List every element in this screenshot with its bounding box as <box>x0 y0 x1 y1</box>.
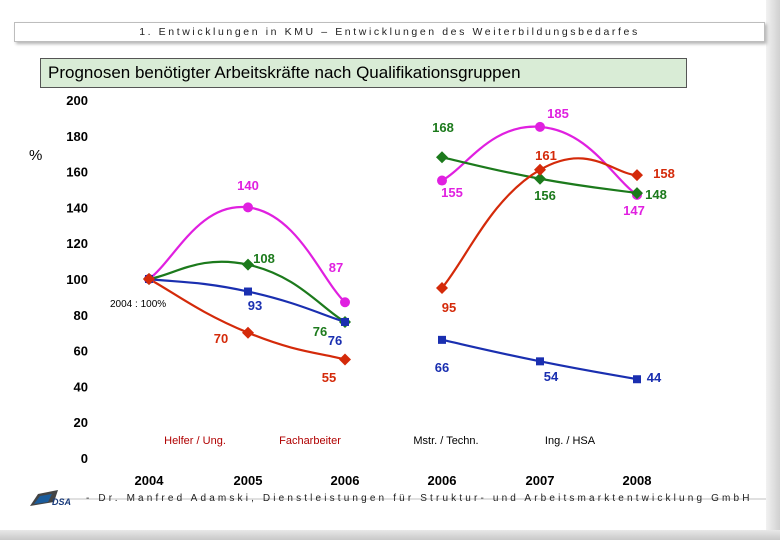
y-tick-label: 140 <box>66 200 88 215</box>
data-label-blue: 54 <box>544 369 559 384</box>
y-tick-label: 100 <box>66 272 88 287</box>
y-tick-label: 20 <box>74 415 88 430</box>
window-edge-right <box>766 0 780 540</box>
data-point-green <box>534 172 546 185</box>
data-label-magenta: 185 <box>547 106 569 121</box>
x-tick-label: 2005 <box>234 473 263 488</box>
data-point-blue <box>536 357 544 366</box>
reference-note: 2004 : 100% <box>110 299 166 310</box>
data-point-red <box>339 353 351 366</box>
y-tick-label: 180 <box>66 129 88 144</box>
svg-text:DSA: DSA <box>52 497 71 507</box>
footer-text: - Dr. Manfred Adamski, Dienstleistungen … <box>86 493 753 504</box>
data-label-blue: 44 <box>647 370 662 385</box>
y-axis-label: % <box>29 147 42 164</box>
y-tick-label: 0 <box>81 451 88 466</box>
data-label-green: 168 <box>432 120 454 135</box>
x-tick-label: 2008 <box>623 473 652 488</box>
data-label-green: 108 <box>253 251 275 266</box>
data-point-magenta <box>437 175 447 186</box>
y-tick-label: 120 <box>66 236 88 251</box>
x-tick-label: 2006 <box>331 473 360 488</box>
data-label-red: 161 <box>535 148 557 163</box>
data-point-red <box>143 273 155 285</box>
y-tick-label: 40 <box>74 379 88 394</box>
data-point-red <box>631 169 643 182</box>
x-tick-label: 2004 <box>135 473 165 488</box>
group-label: Helfer / Ung. <box>164 435 226 447</box>
data-label-magenta: 140 <box>237 178 259 193</box>
y-tick-label: 200 <box>66 93 88 108</box>
data-point-magenta <box>340 297 350 308</box>
dsa-logo-icon: DSA <box>30 490 71 507</box>
data-label-green: 156 <box>534 188 556 203</box>
data-label-red: 55 <box>322 370 336 385</box>
group-label: Ing. / HSA <box>545 435 596 447</box>
data-point-magenta <box>243 202 253 213</box>
y-tick-label: 80 <box>74 308 88 323</box>
y-tick-label: 160 <box>66 165 88 180</box>
data-label-red: 95 <box>442 300 456 315</box>
data-label-blue: 76 <box>328 333 342 348</box>
x-tick-label: 2007 <box>526 473 555 488</box>
data-label-magenta: 147 <box>623 203 645 218</box>
data-point-green <box>436 151 448 164</box>
data-label-green: 76 <box>313 324 327 339</box>
x-tick-label: 2006 <box>428 473 457 488</box>
data-label-red: 70 <box>214 331 228 346</box>
data-point-red <box>436 281 448 294</box>
window-edge-bottom <box>0 530 780 540</box>
chart-title: Prognosen benötigter Arbeitskräfte nach … <box>48 63 521 82</box>
slide-header-text: 1. Entwicklungen in KMU – Entwicklungen … <box>139 26 640 38</box>
data-point-red <box>534 163 546 176</box>
data-point-blue <box>438 335 446 344</box>
data-point-red <box>242 326 254 339</box>
data-point-blue <box>633 375 641 384</box>
data-point-magenta <box>535 121 545 132</box>
footer-divider <box>60 498 766 500</box>
slide-header: 1. Entwicklungen in KMU – Entwicklungen … <box>14 22 765 42</box>
group-label: Mstr. / Techn. <box>413 435 478 447</box>
data-label-magenta: 155 <box>441 185 463 200</box>
data-label-red: 158 <box>653 166 675 181</box>
group-label: Facharbeiter <box>279 435 341 447</box>
data-label-blue: 93 <box>248 298 262 313</box>
data-point-green <box>631 187 643 200</box>
data-label-green: 148 <box>645 187 667 202</box>
data-point-green <box>242 258 254 271</box>
data-point-blue <box>244 287 252 296</box>
chart-title-box: Prognosen benötigter Arbeitskräfte nach … <box>40 58 687 88</box>
y-tick-label: 60 <box>74 344 88 359</box>
data-label-blue: 66 <box>435 360 449 375</box>
data-point-blue <box>341 317 349 326</box>
data-label-magenta: 87 <box>329 260 343 275</box>
